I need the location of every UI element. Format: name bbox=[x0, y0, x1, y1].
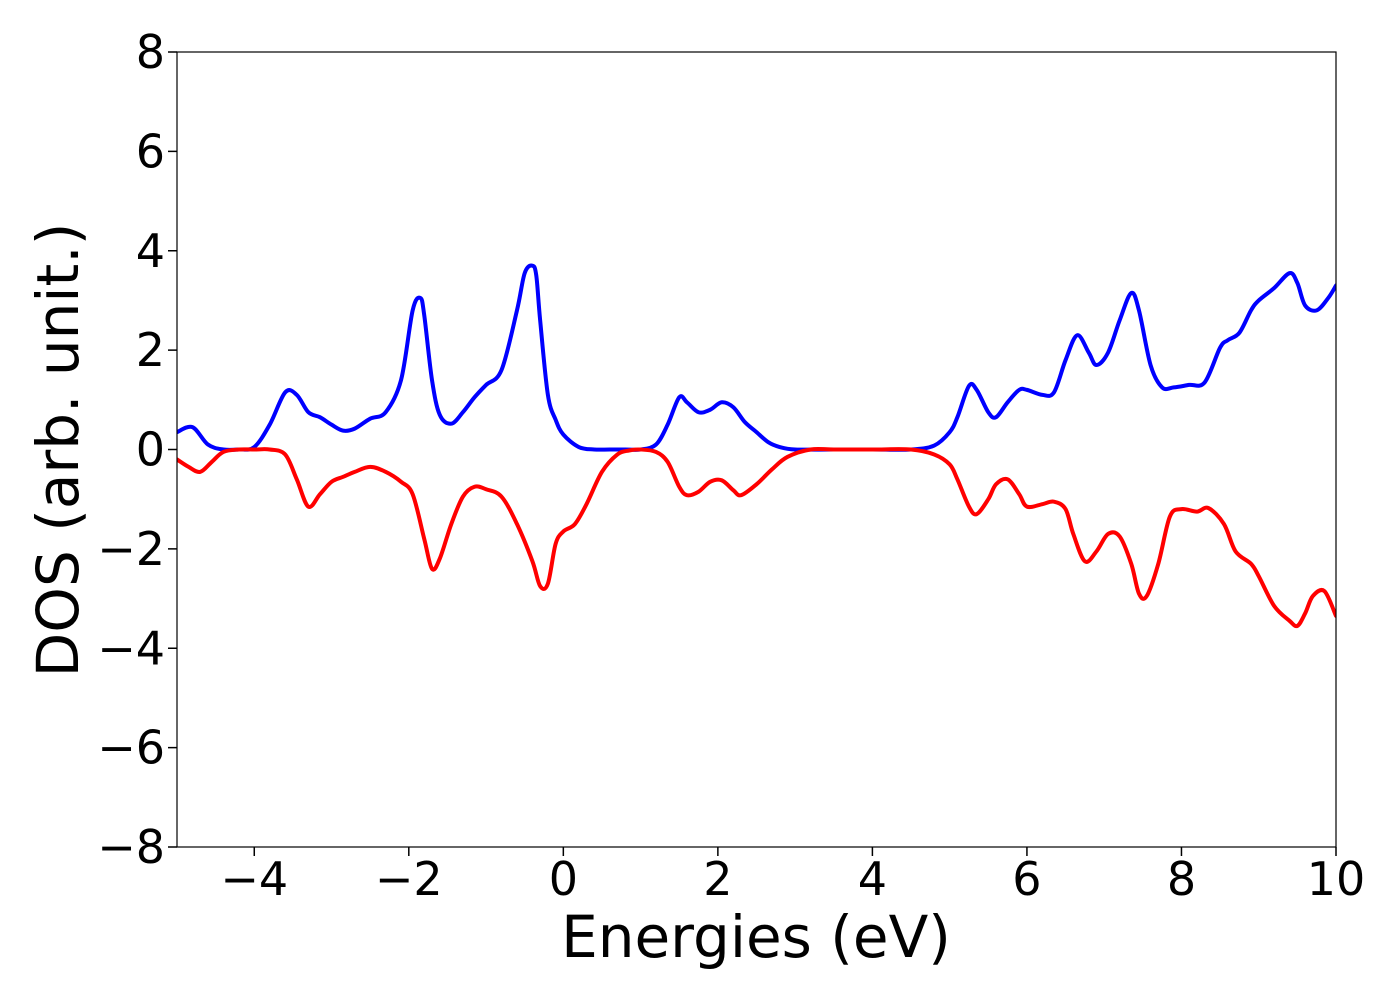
y-tick-label: 6 bbox=[136, 124, 165, 178]
x-tick-label: 6 bbox=[1012, 852, 1041, 906]
series-line-0 bbox=[177, 263, 1336, 452]
x-tick-label: −4 bbox=[220, 852, 288, 906]
y-axis: −8 −6 −4 −2 0 2 4 6 8 bbox=[97, 25, 177, 874]
x-tick-label: −2 bbox=[375, 852, 443, 906]
x-tick-label: 8 bbox=[1167, 852, 1196, 906]
x-tick-label: 2 bbox=[703, 852, 732, 906]
y-axis-label: DOS (arb. unit.) bbox=[24, 223, 92, 678]
y-tick-label: 8 bbox=[136, 25, 165, 79]
y-tick-label: 2 bbox=[136, 323, 165, 377]
x-tick-label: 0 bbox=[549, 852, 578, 906]
y-tick-label: −4 bbox=[97, 621, 165, 675]
x-tick-label: 10 bbox=[1307, 852, 1366, 906]
y-tick-label: −8 bbox=[97, 820, 165, 874]
x-axis: −4 −2 0 2 4 6 8 10 bbox=[220, 847, 1365, 906]
y-tick-label: 4 bbox=[136, 224, 165, 278]
y-tick-label: 0 bbox=[136, 423, 165, 477]
series-layer bbox=[177, 263, 1336, 629]
x-tick-label: 4 bbox=[858, 852, 887, 906]
y-tick-label: −6 bbox=[97, 721, 165, 775]
series-line-1 bbox=[177, 446, 1336, 629]
y-tick-label: −2 bbox=[97, 522, 165, 576]
x-axis-label: Energies (eV) bbox=[561, 903, 951, 971]
